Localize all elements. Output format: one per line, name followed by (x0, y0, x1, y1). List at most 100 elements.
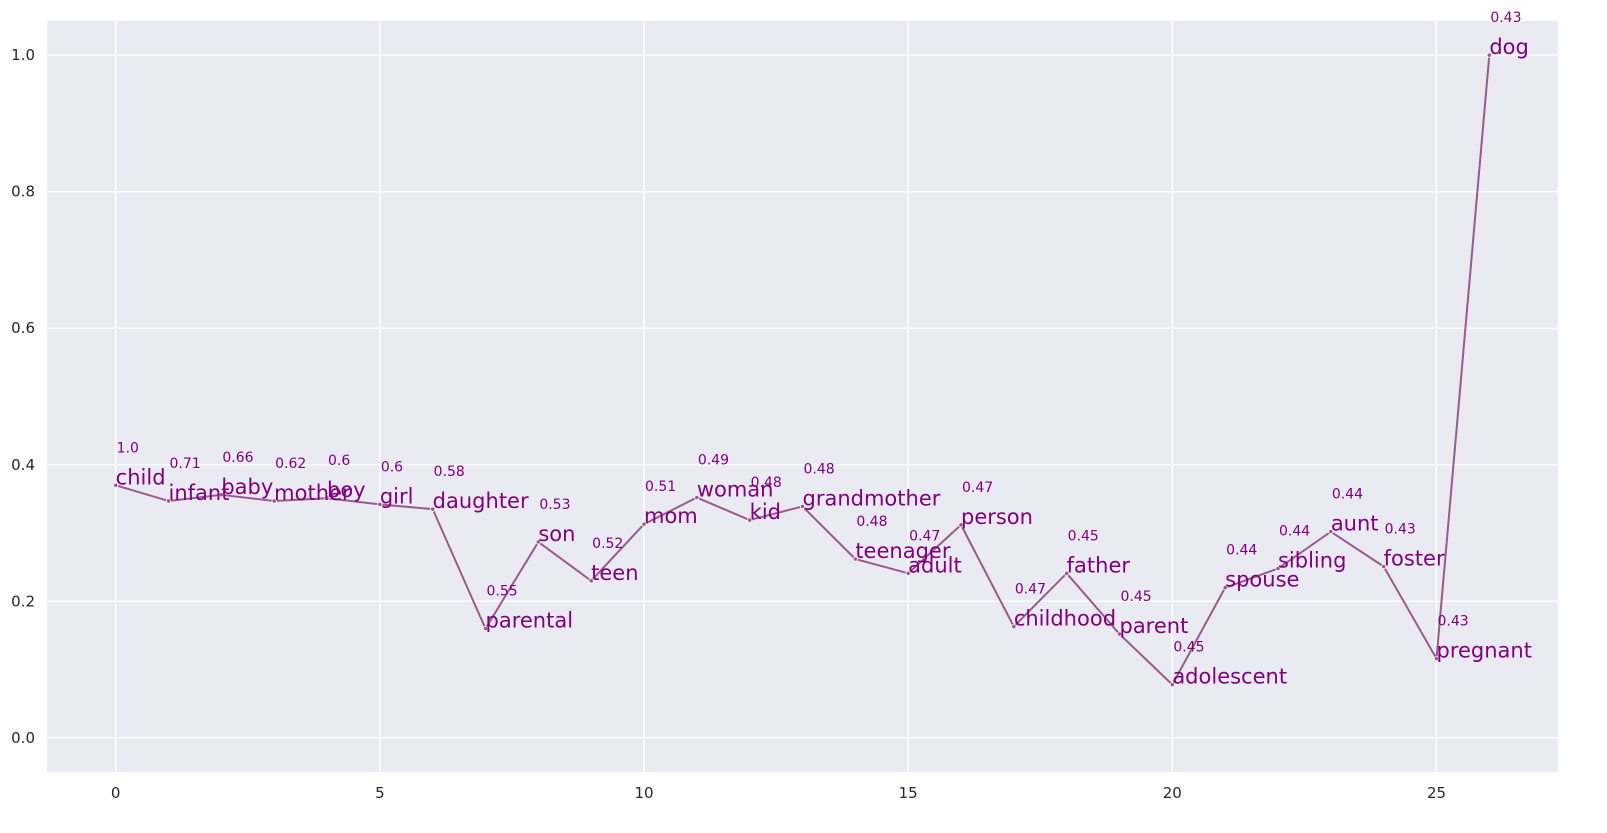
similarity-label: 0.53 (539, 497, 570, 513)
word-label: person (961, 505, 1033, 529)
similarity-label: 1.0 (117, 440, 139, 456)
x-tick-label: 25 (1427, 784, 1446, 802)
similarity-label: 0.43 (1490, 10, 1521, 26)
similarity-label: 0.48 (751, 475, 782, 491)
similarity-label: 0.47 (909, 528, 940, 544)
word-label: son (538, 522, 575, 546)
similarity-label: 0.43 (1385, 521, 1416, 537)
word-label: baby (221, 475, 273, 499)
similarity-label: 0.47 (962, 480, 993, 496)
plot-area (47, 21, 1558, 772)
similarity-label: 0.44 (1332, 487, 1363, 503)
similarity-label: 0.48 (804, 461, 835, 477)
data-point (1381, 563, 1387, 570)
data-point (588, 578, 594, 584)
similarity-label: 0.44 (1279, 524, 1310, 540)
data-point (324, 495, 330, 501)
similarity-label: 0.62 (275, 456, 306, 472)
data-point (1486, 52, 1492, 58)
word-label: kid (750, 500, 781, 524)
data-point (1116, 631, 1123, 637)
data-point (1169, 682, 1175, 688)
data-point (641, 521, 647, 527)
word-label: foster (1384, 546, 1445, 570)
series (113, 52, 1492, 688)
word-label: teen (591, 561, 638, 585)
point-labels: child 1.0 infant 0.71 baby 0.66 mother 0.62 boy 0… (116, 10, 1532, 688)
similarity-label: 0.58 (434, 464, 465, 480)
data-point (694, 494, 700, 501)
y-tick-label: 0.0 (11, 729, 35, 747)
word-label: infant (169, 481, 230, 505)
similarity-label: 0.44 (1226, 543, 1257, 559)
data-point (271, 498, 277, 504)
y-tick-label: 0.4 (11, 456, 35, 474)
data-point (377, 501, 383, 507)
similarity-label: 0.71 (170, 456, 201, 472)
word-label: adolescent (1172, 665, 1287, 689)
x-tick-label: 0 (111, 784, 121, 802)
word-label: pregnant (1436, 639, 1531, 663)
similarity-label: 0.47 (1015, 582, 1046, 598)
word-label: adult (908, 553, 962, 577)
x-tick-label: 5 (375, 784, 385, 802)
data-point (747, 517, 753, 523)
data-point (1275, 565, 1281, 572)
word-label: woman (697, 478, 774, 502)
data-point (852, 556, 858, 562)
similarity-label: 0.45 (1173, 640, 1204, 656)
similarity-label: 0.52 (592, 536, 623, 552)
data-point (1064, 570, 1070, 576)
word-label: boy (327, 478, 366, 502)
word-label: mother (274, 481, 351, 505)
word-label: mom (644, 504, 698, 528)
data-point (1328, 529, 1334, 535)
data-point (218, 492, 224, 498)
word-label: parental (486, 609, 574, 633)
data-point (113, 482, 119, 488)
word-label: sibling (1278, 549, 1346, 573)
word-label: girl (380, 484, 414, 508)
similarity-label: 0.45 (1068, 528, 1099, 544)
y-tick-label: 1.0 (11, 46, 35, 64)
y-tick-label: 0.2 (11, 592, 35, 610)
x-tick-label: 15 (899, 784, 918, 802)
x-tick-label: 10 (634, 784, 653, 802)
word-label: aunt (1331, 512, 1379, 536)
data-point (799, 503, 806, 510)
y-tick-label: 0.8 (11, 183, 35, 201)
word-label: dog (1489, 35, 1529, 59)
similarity-label: 0.49 (698, 453, 729, 469)
data-point (430, 506, 436, 512)
data-point (905, 570, 911, 576)
similarity-label: 0.48 (856, 514, 887, 530)
word-label: child (116, 465, 166, 489)
data-point (165, 498, 172, 504)
y-tick-label: 0.6 (11, 319, 35, 337)
data-point (535, 539, 541, 545)
word-label: teenager (855, 539, 951, 563)
similarity-label: 0.6 (381, 459, 403, 475)
data-point (482, 626, 489, 632)
similarity-label: 0.6 (328, 453, 350, 469)
similarity-label: 0.55 (487, 584, 518, 600)
similarity-label: 0.66 (222, 450, 253, 466)
word-label: spouse (1225, 568, 1299, 592)
similarity-label: 0.43 (1437, 614, 1468, 630)
word-label: daughter (433, 489, 529, 513)
word-label: parent (1119, 614, 1188, 638)
data-point (958, 522, 964, 528)
data-point (1433, 656, 1440, 662)
similarity-label: 0.45 (1120, 589, 1151, 605)
data-point (1222, 585, 1228, 591)
word-label: grandmother (803, 486, 941, 510)
axis-ticks: 0 5 10 15 20 25 0.0 0.2 0.4 0.6 0.8 1.0 (11, 46, 1446, 802)
word-label: father (1067, 553, 1131, 577)
grid-lines (47, 21, 1558, 772)
word-label: childhood (1014, 607, 1116, 631)
similarity-label: 0.51 (645, 479, 676, 495)
data-point (1011, 623, 1017, 630)
x-tick-label: 20 (1163, 784, 1182, 802)
